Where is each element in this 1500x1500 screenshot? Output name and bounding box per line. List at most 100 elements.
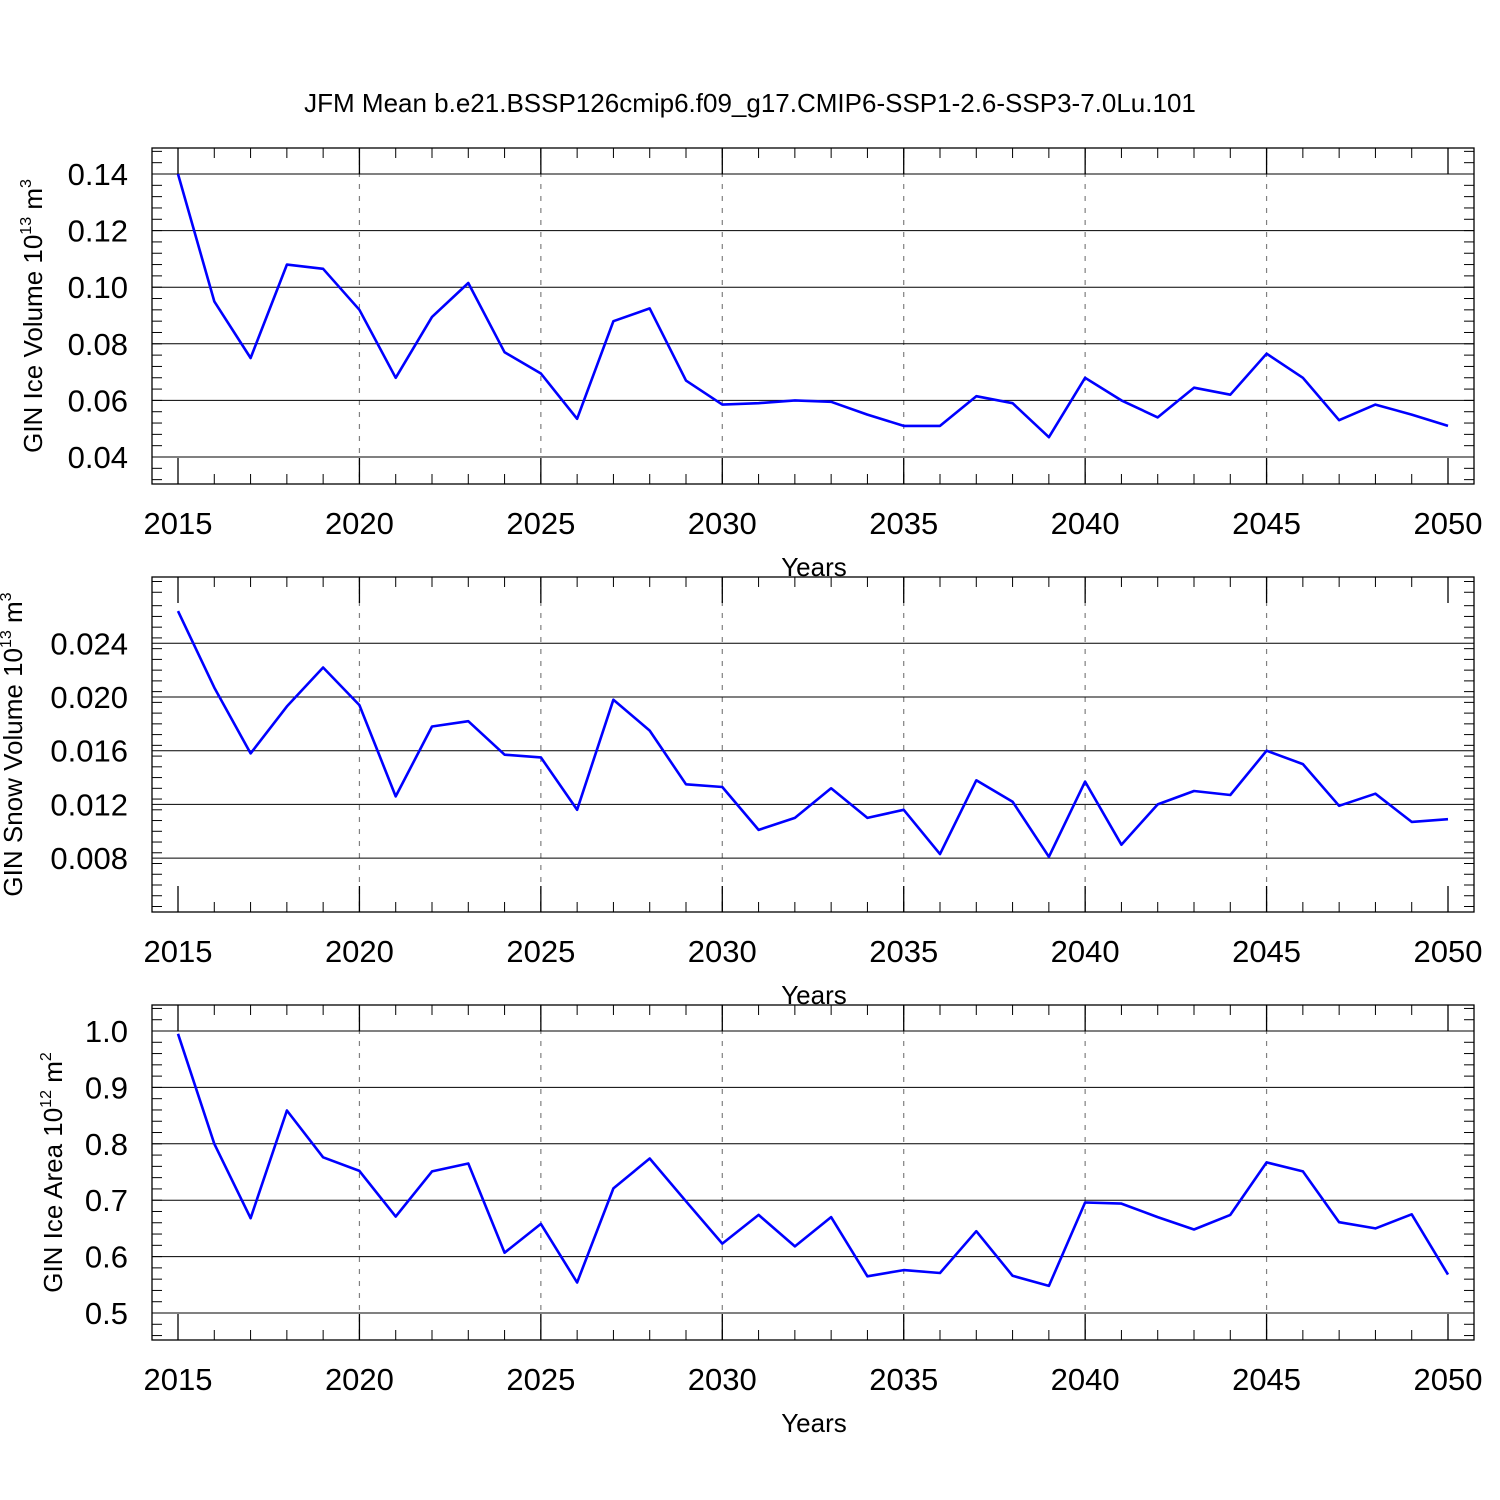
data-point xyxy=(1374,1227,1376,1229)
x-tick-label: 2015 xyxy=(144,1362,213,1397)
x-tick-label: 2030 xyxy=(688,506,757,541)
data-point xyxy=(1193,790,1195,792)
data-point xyxy=(612,1187,614,1189)
data-point xyxy=(830,787,832,789)
data-point xyxy=(431,1170,433,1172)
data-point xyxy=(1084,377,1086,379)
data-point xyxy=(1411,1213,1413,1215)
data-point xyxy=(757,1214,759,1216)
data-point xyxy=(322,666,324,668)
data-point xyxy=(540,372,542,374)
data-point xyxy=(1411,413,1413,415)
data-point xyxy=(903,1269,905,1271)
data-point xyxy=(685,783,687,785)
chart-panel-3: 2015 2020 2025 2030 2035 2040 2045 2050 0.5 0.6 0.… xyxy=(38,1004,1483,1438)
chart-title: JFM Mean b.e21.BSSP126cmip6.f09_g17.CMIP… xyxy=(304,88,1196,118)
data-point xyxy=(358,1170,360,1172)
x-tick-label: 2050 xyxy=(1414,934,1483,969)
data-point xyxy=(286,1109,288,1111)
data-point xyxy=(1229,394,1231,396)
data-point xyxy=(177,610,179,612)
data-point xyxy=(1120,1202,1122,1204)
chart-panel-1: 2015 2020 2025 2030 2035 2040 2045 2050 0.04 0.06… xyxy=(18,147,1483,582)
y-tick-label: 0.012 xyxy=(50,787,128,822)
x-tick-label: 2025 xyxy=(506,1362,575,1397)
data-point xyxy=(503,351,505,353)
y-axis-label: GIN Snow Volume 1013 m3 xyxy=(0,592,28,896)
data-point xyxy=(1011,1275,1013,1277)
data-point xyxy=(903,809,905,811)
data-point xyxy=(1447,818,1449,820)
x-tick-label: 2030 xyxy=(688,934,757,969)
data-point xyxy=(866,1275,868,1277)
data-point xyxy=(939,853,941,855)
data-point xyxy=(1302,377,1304,379)
data-point xyxy=(1265,1161,1267,1163)
y-tick-label: 0.6 xyxy=(85,1240,128,1275)
y-axis-label-exponent: 13 xyxy=(0,630,15,648)
data-point xyxy=(794,1245,796,1247)
data-point xyxy=(431,316,433,318)
data-point xyxy=(576,418,578,420)
data-point xyxy=(975,395,977,397)
y-axis-label-text: GIN Snow Volume 10 xyxy=(0,648,28,897)
data-point xyxy=(1048,1285,1050,1287)
x-tick-label: 2045 xyxy=(1232,1362,1301,1397)
data-point xyxy=(358,704,360,706)
data-point xyxy=(866,413,868,415)
data-point xyxy=(1447,425,1449,427)
data-point xyxy=(685,1200,687,1202)
data-point xyxy=(649,729,651,731)
y-tick-label: 0.7 xyxy=(85,1183,128,1218)
data-point xyxy=(322,268,324,270)
data-point xyxy=(975,1230,977,1232)
y-axis-label-exponent: 12 xyxy=(38,1090,55,1108)
data-point xyxy=(177,173,179,175)
data-point xyxy=(721,403,723,405)
data-point xyxy=(939,1272,941,1274)
y-tick-label: 0.008 xyxy=(50,841,128,876)
x-tick-label: 2025 xyxy=(506,506,575,541)
data-point xyxy=(1338,419,1340,421)
data-point xyxy=(177,1033,179,1035)
data-point xyxy=(1120,399,1122,401)
data-point xyxy=(1084,1201,1086,1203)
data-point xyxy=(975,779,977,781)
data-point xyxy=(1302,1170,1304,1172)
data-point xyxy=(322,1156,324,1158)
data-point xyxy=(649,1157,651,1159)
data-point xyxy=(213,1143,215,1145)
data-point xyxy=(1011,402,1013,404)
x-tick-label: 2050 xyxy=(1414,506,1483,541)
data-point xyxy=(794,817,796,819)
data-point xyxy=(830,401,832,403)
data-point xyxy=(358,309,360,311)
y-tick-label: 1.0 xyxy=(85,1014,128,1049)
x-tick-label: 2040 xyxy=(1051,506,1120,541)
data-point xyxy=(1447,1273,1449,1275)
x-tick-label: 2025 xyxy=(506,934,575,969)
data-point xyxy=(395,795,397,797)
plot-frame xyxy=(151,147,1475,485)
y-tick-label: 0.016 xyxy=(50,734,128,769)
x-axis-label: Years xyxy=(781,1408,847,1438)
x-tick-label: 2050 xyxy=(1414,1362,1483,1397)
x-tick-label: 2045 xyxy=(1232,934,1301,969)
data-point xyxy=(249,1217,251,1219)
series-line xyxy=(176,610,1449,859)
x-tick-label: 2020 xyxy=(325,934,394,969)
x-tick-label: 2040 xyxy=(1051,1362,1120,1397)
data-point xyxy=(685,379,687,381)
data-point xyxy=(467,282,469,284)
data-point xyxy=(1411,821,1413,823)
y-axis-label-unit-exponent: 3 xyxy=(18,179,35,188)
data-point xyxy=(1265,353,1267,355)
y-axis-label-unit: m xyxy=(38,1061,68,1090)
chart-panel-2: 2015 2020 2025 2030 2035 2040 2045 2050 0.008 0.0… xyxy=(0,576,1483,1010)
data-point xyxy=(1193,1228,1195,1230)
data-point xyxy=(830,1216,832,1218)
y-tick-label: 0.9 xyxy=(85,1070,128,1105)
data-point xyxy=(576,809,578,811)
data-point xyxy=(866,817,868,819)
data-point xyxy=(395,1215,397,1217)
